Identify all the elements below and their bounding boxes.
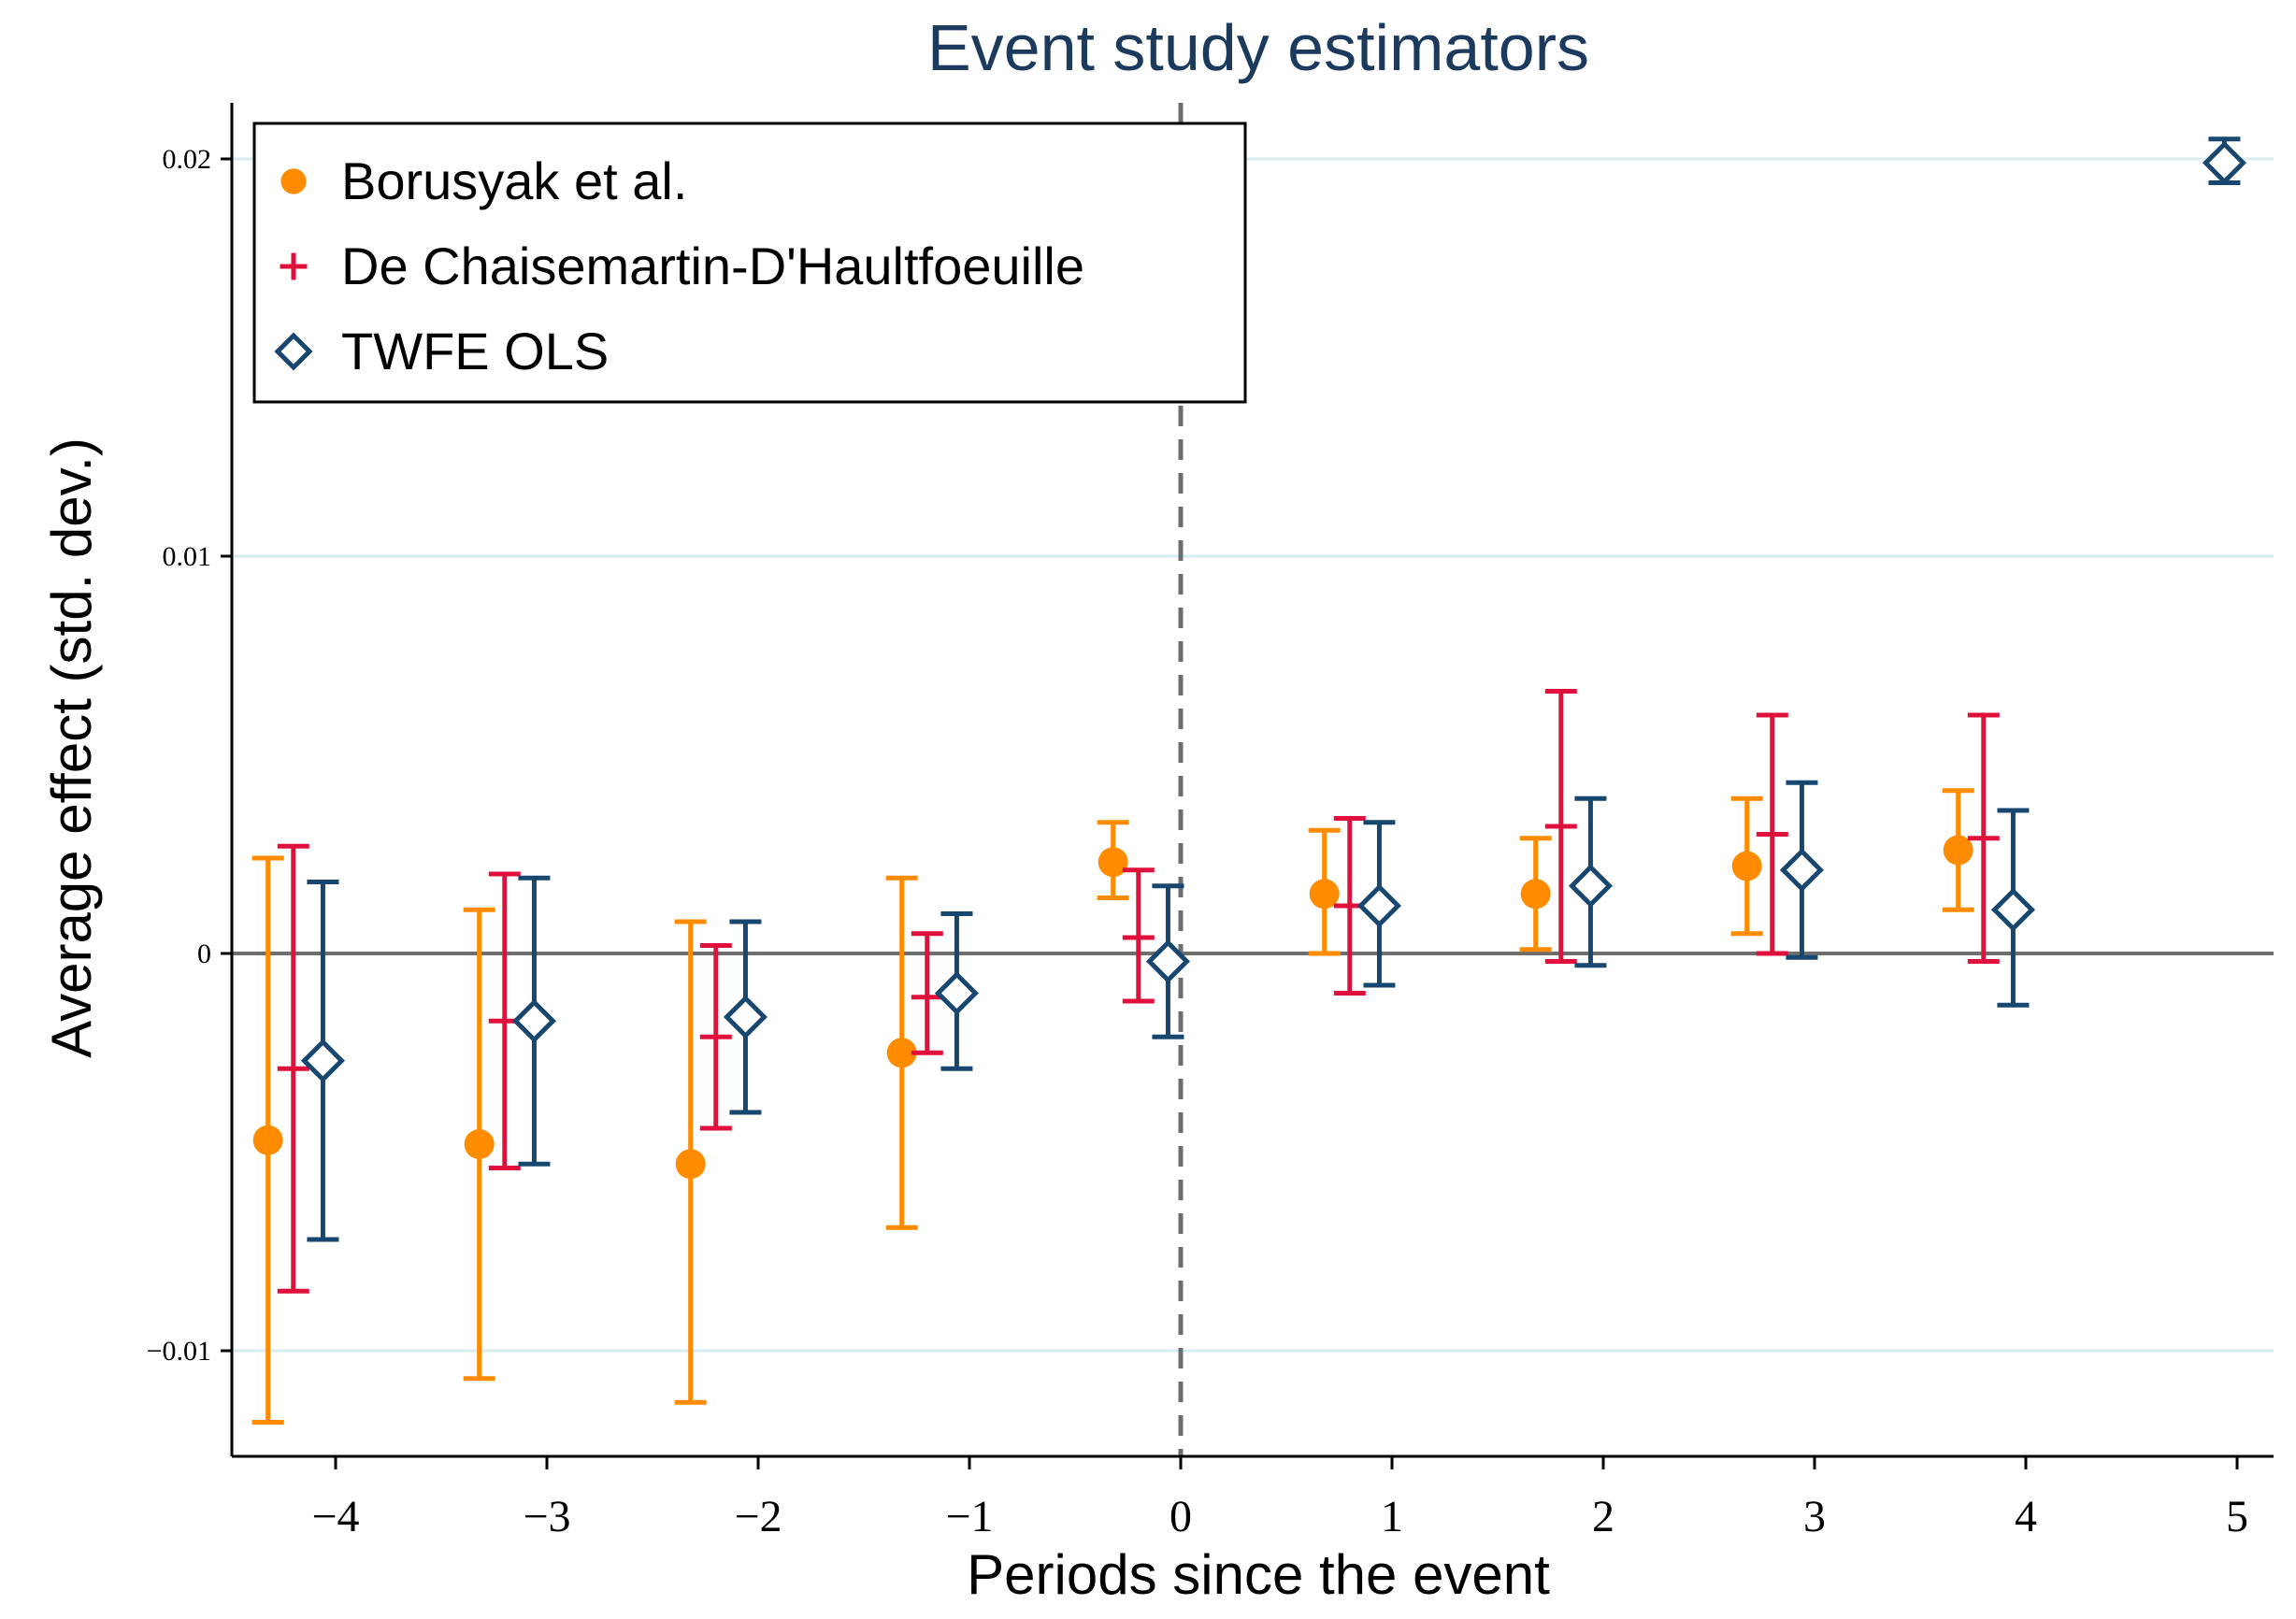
- y-axis-title: Average effect (std. dev.): [40, 437, 103, 1058]
- legend-label: Borusyak et al.: [341, 151, 687, 210]
- data-point-circle: [1098, 847, 1128, 878]
- data-point-diamond: [1356, 883, 1401, 928]
- x-tick-label: 5: [2226, 1492, 2248, 1541]
- x-tick-label: −4: [311, 1492, 359, 1541]
- data-point-diamond: [723, 995, 768, 1039]
- series-layer: [251, 136, 2246, 1425]
- data-point-circle: [1731, 851, 1762, 881]
- data-point-circle: [280, 168, 307, 194]
- x-tick-label: 3: [1803, 1492, 1826, 1541]
- legend-box: [252, 122, 1247, 404]
- data-point-diamond: [934, 970, 979, 1016]
- y-tick-label: 0.02: [163, 144, 212, 175]
- x-axis-title: Periods since the event: [967, 1543, 1550, 1606]
- data-point-diamond: [1145, 938, 1190, 984]
- y-tick-label: 0.01: [163, 541, 212, 572]
- x-tick-label: 1: [1381, 1492, 1403, 1541]
- data-point-diamond: [1990, 887, 2035, 932]
- y-tick-label: 0: [197, 938, 211, 969]
- legend-label: De Chaisemartin-D'Haultfoeuille: [341, 236, 1084, 295]
- legend-item: De Chaisemartin-D'Haultfoeuille: [280, 236, 1084, 295]
- x-tick-label: 4: [2015, 1492, 2037, 1541]
- x-tick-label: −2: [734, 1492, 782, 1541]
- x-tick-label: 0: [1170, 1492, 1192, 1541]
- legend-item: TWFE OLS: [274, 322, 609, 380]
- series-plus: [277, 689, 2000, 1294]
- series-circle: [251, 788, 1974, 1425]
- x-tick-label: 2: [1592, 1492, 1614, 1541]
- data-point-diamond: [511, 998, 556, 1043]
- tick-labels: −0.01 0 0.01 0.02 −4 −3 −2 −1 0 1 2 3 4 5: [147, 144, 2248, 1541]
- data-point-circle: [1520, 879, 1551, 910]
- axes: [221, 103, 2274, 1469]
- data-point-diamond: [300, 1039, 345, 1083]
- x-tick-label: −3: [523, 1492, 570, 1541]
- data-point-diamond: [1568, 864, 1613, 909]
- series-diamond: [300, 136, 2246, 1242]
- y-tick-label: −0.01: [147, 1336, 211, 1367]
- data-point-circle: [1943, 835, 1973, 866]
- chart-title: Event study estimators: [927, 11, 1589, 84]
- legend: Borusyak et al. De Chaisemartin-D'Haultfo…: [252, 122, 1247, 404]
- legend-item: Borusyak et al.: [280, 151, 687, 210]
- data-point-circle: [675, 1149, 706, 1180]
- data-point-diamond: [2202, 140, 2246, 185]
- data-point-diamond: [274, 332, 313, 371]
- data-point-circle: [1309, 879, 1340, 910]
- data-point-circle: [886, 1038, 917, 1068]
- reference-lines: [232, 103, 2274, 1456]
- data-point-diamond: [1779, 848, 1824, 893]
- data-point-circle: [464, 1129, 495, 1159]
- legend-label: TWFE OLS: [341, 322, 609, 380]
- x-tick-label: −1: [945, 1492, 993, 1541]
- data-point-circle: [252, 1125, 283, 1155]
